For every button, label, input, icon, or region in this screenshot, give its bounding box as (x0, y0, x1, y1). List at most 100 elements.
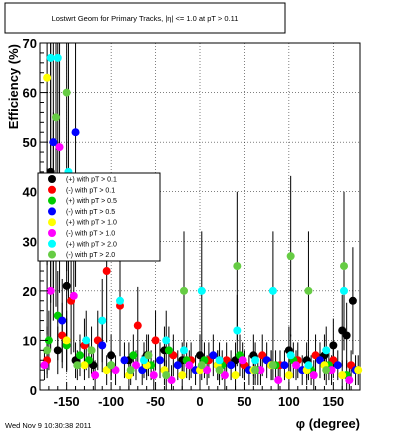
data-point (185, 361, 194, 370)
data-point (102, 267, 111, 276)
x-tick-label: -100 (98, 394, 124, 409)
data-point (73, 361, 82, 370)
data-point (62, 281, 71, 290)
data-point (151, 336, 160, 345)
data-point (162, 336, 171, 345)
title-box (4, 2, 286, 34)
data-point (62, 88, 71, 97)
data-point (233, 326, 242, 335)
data-point (292, 361, 300, 370)
legend-label: (-) with pT > 0.5 (66, 209, 115, 216)
data-point (286, 351, 295, 360)
legend-label: (+) with pT > 1.0 (66, 220, 117, 227)
data-point (340, 262, 348, 271)
data-point (55, 143, 64, 152)
y-tick-label: 30 (23, 234, 37, 249)
data-point (91, 371, 100, 380)
data-point (280, 361, 289, 370)
legend-label: (+) with pT > 2.0 (66, 241, 117, 248)
data-point (53, 53, 62, 62)
legend: (+) with pT > 0.1 (-) with pT > 0.1 (+) wi… (37, 172, 161, 262)
data-point (116, 296, 124, 305)
y-tick-label: 10 (23, 333, 37, 348)
data-point (52, 113, 60, 122)
data-point (227, 361, 236, 370)
data-point (178, 371, 187, 380)
data-point (164, 346, 173, 355)
data-point (98, 316, 107, 325)
y-tick-label: 20 (23, 284, 37, 299)
data-point (144, 351, 153, 360)
data-point (82, 336, 91, 345)
data-point (71, 128, 80, 137)
data-point (58, 316, 67, 325)
data-point (197, 286, 206, 295)
data-point (203, 366, 212, 375)
data-point (348, 296, 357, 305)
data-point (107, 351, 116, 360)
data-point (156, 356, 164, 365)
legend-marker (48, 229, 56, 237)
x-tick-label: -50 (146, 394, 165, 409)
legend-label: (-) with pT > 1.0 (66, 231, 115, 238)
legend-marker (48, 196, 56, 205)
data-point (87, 346, 96, 355)
data-point (304, 286, 313, 295)
data-point (46, 53, 55, 62)
data-point (251, 356, 260, 365)
data-point (80, 361, 89, 370)
data-point (215, 366, 224, 375)
data-point (76, 351, 84, 360)
data-point (120, 356, 129, 365)
legend-marker (48, 185, 56, 194)
x-tick-label: 150 (322, 394, 344, 409)
y-tick-label: 70 (23, 36, 37, 51)
data-point (98, 341, 107, 350)
legend-label: (+) with pT > 0.5 (66, 198, 117, 205)
y-tick-label: 40 (23, 185, 37, 200)
data-point (233, 262, 242, 271)
chart-title: Lostwrt Geom for Primary Tracks, |η| <= … (52, 14, 239, 23)
data-point (40, 361, 49, 370)
data-point (322, 366, 331, 375)
data-point (62, 336, 71, 345)
axes: -150 -100 -50 0 50 100 150 0 10 20 30 40 50 60 70 (23, 36, 352, 409)
data-point (251, 366, 260, 375)
data-point (133, 321, 142, 330)
legend-marker (48, 218, 56, 227)
data-point (180, 286, 188, 295)
data-point (49, 138, 58, 147)
data-point (304, 361, 313, 370)
legend-marker (48, 175, 56, 183)
data-point (197, 361, 206, 370)
data-point (286, 252, 295, 261)
data-point (238, 356, 247, 365)
data-point (268, 286, 277, 295)
data-point (180, 346, 188, 355)
data-point (43, 73, 52, 82)
data-point (69, 291, 78, 300)
data-point (220, 371, 229, 380)
legend-label: (-) with pT > 0.1 (66, 187, 115, 194)
data-point (215, 356, 224, 365)
x-axis-label: φ (degree) (296, 416, 360, 431)
data-point (149, 371, 158, 380)
data-point (44, 336, 53, 345)
y-axis-label: Efficiency (%) (6, 44, 21, 129)
data-point (167, 376, 176, 385)
x-tick-label: 0 (196, 394, 203, 409)
data-point (345, 376, 354, 385)
data-point (53, 346, 62, 355)
data-point (354, 366, 363, 375)
data-point (274, 376, 283, 385)
data-point (342, 331, 351, 340)
legend-marker (48, 207, 56, 216)
data-point (284, 371, 293, 380)
footer-timestamp: Wed Nov 9 10:30:38 2011 (5, 421, 91, 430)
data-point (340, 286, 348, 295)
data-point (129, 351, 138, 360)
legend-marker (48, 239, 56, 248)
data-point (46, 286, 55, 295)
data-point (126, 366, 135, 375)
